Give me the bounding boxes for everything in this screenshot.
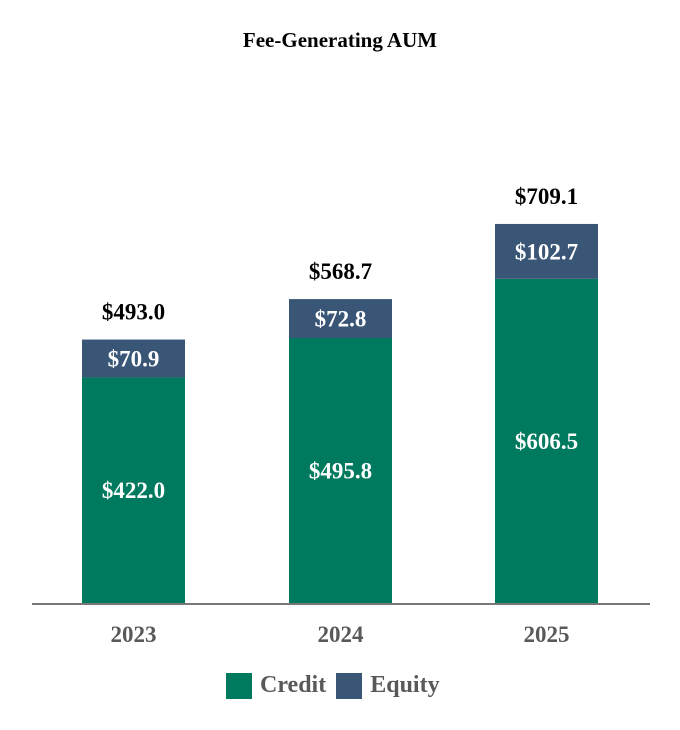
data-label-credit-2024: $495.8 [309, 459, 372, 484]
bar-credit-2024 [289, 338, 392, 603]
data-label-credit-2025: $606.5 [515, 429, 578, 454]
data-label-equity-2025: $102.7 [515, 239, 578, 264]
data-label-equity-2024: $72.8 [315, 307, 367, 332]
bar-credit-2025 [495, 278, 598, 603]
legend-swatch-credit [226, 672, 252, 699]
legend-label-equity: Equity [370, 672, 440, 698]
total-label-2023: $493.0 [102, 300, 165, 325]
data-label-credit-2023: $422.0 [102, 478, 165, 503]
total-label-2024: $568.7 [309, 259, 372, 284]
data-label-equity-2023: $70.9 [108, 347, 160, 372]
bar-equity-2024 [289, 299, 392, 339]
x-tick-label-2024: 2024 [318, 622, 365, 647]
legend-item-credit: Credit [226, 672, 326, 699]
bar-equity-2023 [82, 339, 185, 378]
x-tick-label-2023: 2023 [111, 622, 157, 647]
x-tick-label-2025: 2025 [524, 622, 570, 647]
bar-credit-2023 [82, 377, 185, 603]
legend-swatch-equity [336, 672, 363, 699]
bar-equity-2025 [495, 223, 598, 279]
legend-label-credit: Credit [260, 672, 327, 698]
total-label-2025: $709.1 [515, 184, 578, 209]
chart-title: Fee-Generating AUM [242, 28, 438, 52]
legend: Credit Equity [226, 672, 450, 699]
legend-item-equity: Equity [336, 672, 440, 699]
